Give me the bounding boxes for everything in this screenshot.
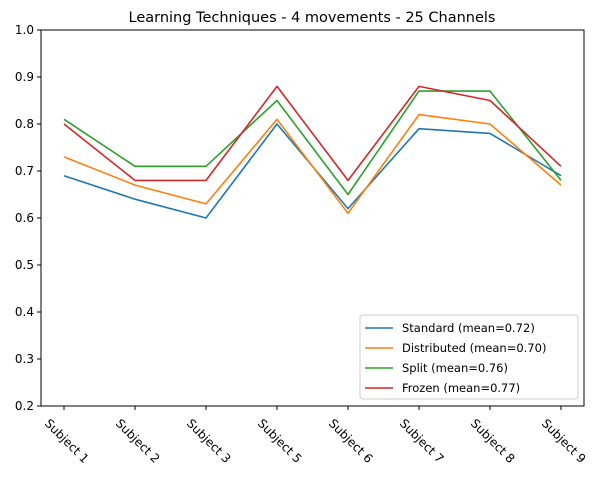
x-tick-label: Subject 6 <box>326 416 376 466</box>
x-tick-label: Subject 9 <box>539 416 589 466</box>
legend-box <box>359 314 579 400</box>
legend-label: Split (mean=0.76) <box>402 361 508 375</box>
x-tick-label: Subject 2 <box>113 416 163 466</box>
legend-label: Frozen (mean=0.77) <box>402 381 520 395</box>
x-tick-label: Subject 8 <box>468 416 518 466</box>
legend-label: Standard (mean=0.72) <box>402 321 535 335</box>
x-tick-label: Subject 3 <box>184 416 234 466</box>
y-tick-label: 1.0 <box>15 23 34 37</box>
y-tick-label: 0.9 <box>15 70 34 84</box>
legend: Standard (mean=0.72) Distributed (mean=0.… <box>359 314 579 400</box>
y-tick-label: 0.6 <box>15 211 34 225</box>
y-tick-label: 0.8 <box>15 117 34 131</box>
y-tick-label: 0.7 <box>15 164 34 178</box>
x-tick-label: Subject 5 <box>255 416 305 466</box>
y-tick-label: 0.4 <box>15 305 34 319</box>
y-tick-label: 0.3 <box>15 352 34 366</box>
y-tick-label: 0.5 <box>15 258 34 272</box>
x-tick-label: Subject 7 <box>397 416 447 466</box>
plot-area <box>63 85 562 219</box>
series-line-standard <box>63 123 562 219</box>
series-line-split <box>63 90 562 196</box>
y-tick-label: 0.2 <box>15 399 34 413</box>
legend-label: Distributed (mean=0.70) <box>402 341 546 355</box>
series-line-frozen <box>63 85 562 182</box>
x-tick-label: Subject 1 <box>42 416 92 466</box>
series-line-distributed <box>63 113 562 215</box>
chart-title: Learning Techniques - 4 movements - 25 C… <box>129 10 496 26</box>
